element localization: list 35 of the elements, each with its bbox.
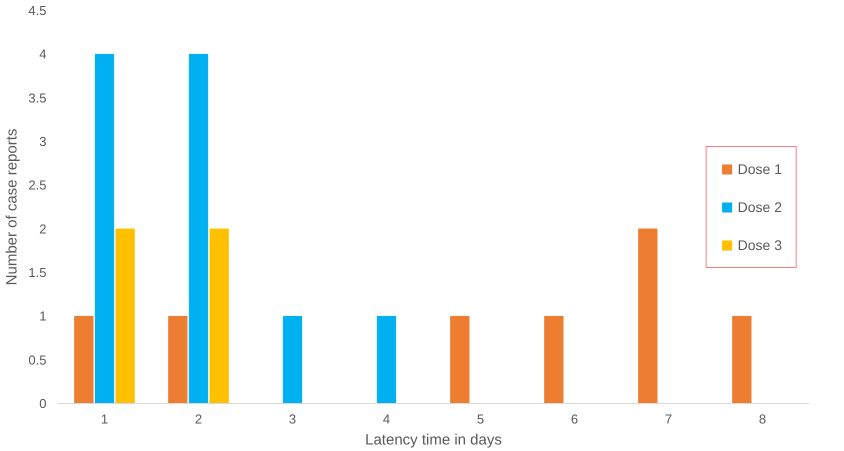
x-tick-label: 8 [758,412,766,426]
y-tick-label: 4 [39,46,47,62]
legend-label: Dose 2 [738,198,782,214]
x-tick-label: 2 [194,412,202,426]
bar [732,316,752,404]
y-axis-title: Number of case reports [3,128,20,286]
legend-label: Dose 1 [738,160,782,176]
legend-label: Dose 3 [738,236,782,252]
bar [544,316,564,404]
bar [638,228,658,404]
y-tick-label: 0.5 [28,352,47,368]
x-tick-label: 3 [288,412,296,426]
y-tick-label: 3.5 [28,90,47,106]
x-tick-label: 6 [570,412,578,426]
y-tick-label: 4.5 [28,3,47,18]
bar [450,316,470,404]
bar [168,316,188,404]
y-tick-label: 2 [39,221,47,236]
y-tick-label: 0 [39,396,47,411]
y-tick-label: 2.5 [28,178,47,193]
bar [74,316,94,404]
bar [210,228,229,404]
x-tick-label: 1 [100,412,108,426]
y-tick-label: 1.5 [28,265,47,280]
x-tick-label: 7 [664,412,672,426]
bar [282,316,302,404]
x-axis-title: Latency time in days [365,432,502,448]
y-tick-label: 1 [39,308,47,324]
bar [116,228,135,404]
bar [94,54,114,404]
bar [188,54,208,404]
bar [376,316,396,404]
x-tick-label: 5 [476,412,484,426]
x-tick-label: 4 [382,412,390,426]
y-tick-label: 3 [39,134,47,149]
